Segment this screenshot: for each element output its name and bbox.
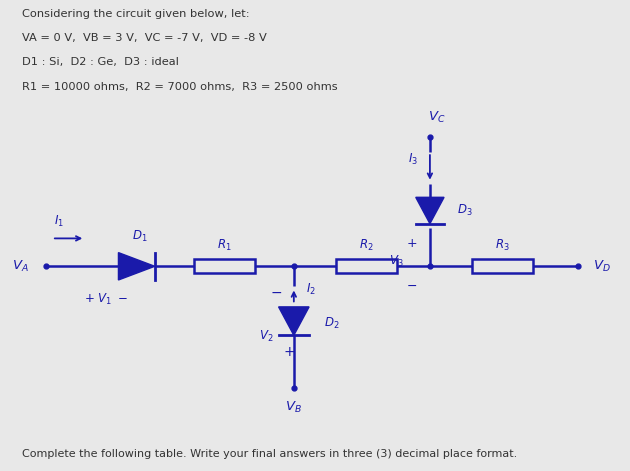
Text: $D_3$: $D_3$ bbox=[457, 203, 472, 218]
Text: $R_3$: $R_3$ bbox=[495, 237, 510, 252]
Text: $-$: $-$ bbox=[406, 279, 417, 292]
Text: D1 : Si,  D2 : Ge,  D3 : ideal: D1 : Si, D2 : Ge, D3 : ideal bbox=[22, 57, 179, 67]
Text: $V_A$: $V_A$ bbox=[12, 259, 29, 274]
Text: $V_2$: $V_2$ bbox=[260, 329, 274, 344]
Bar bbox=[472, 259, 533, 273]
Bar bbox=[336, 259, 397, 273]
Text: $+$: $+$ bbox=[283, 344, 295, 358]
Polygon shape bbox=[278, 307, 309, 335]
Bar bbox=[194, 259, 255, 273]
Text: $-$: $-$ bbox=[270, 284, 282, 299]
Text: $+\ V_1\ -$: $+\ V_1\ -$ bbox=[84, 292, 129, 307]
Text: $V_B$: $V_B$ bbox=[285, 400, 302, 415]
Text: $V_3$: $V_3$ bbox=[389, 254, 404, 269]
Text: $I_3$: $I_3$ bbox=[408, 152, 418, 167]
Text: $D_1$: $D_1$ bbox=[132, 229, 147, 244]
Text: $+$: $+$ bbox=[406, 237, 418, 250]
Text: $I_1$: $I_1$ bbox=[54, 214, 64, 229]
Text: $V_D$: $V_D$ bbox=[593, 259, 611, 274]
Text: $I_2$: $I_2$ bbox=[306, 282, 316, 297]
Text: VA = 0 V,  VB = 3 V,  VC = -7 V,  VD = -8 V: VA = 0 V, VB = 3 V, VC = -7 V, VD = -8 V bbox=[22, 33, 266, 43]
Text: $V_C$: $V_C$ bbox=[428, 110, 446, 125]
Text: $R_1$: $R_1$ bbox=[217, 237, 232, 252]
Polygon shape bbox=[118, 252, 155, 280]
Text: R1 = 10000 ohms,  R2 = 7000 ohms,  R3 = 2500 ohms: R1 = 10000 ohms, R2 = 7000 ohms, R3 = 25… bbox=[22, 82, 338, 92]
Polygon shape bbox=[416, 197, 444, 224]
Text: Considering the circuit given below, let:: Considering the circuit given below, let… bbox=[22, 9, 249, 19]
Text: Complete the following table. Write your final answers in three (3) decimal plac: Complete the following table. Write your… bbox=[22, 449, 517, 459]
Text: $R_2$: $R_2$ bbox=[359, 237, 374, 252]
Text: $D_2$: $D_2$ bbox=[324, 316, 340, 331]
